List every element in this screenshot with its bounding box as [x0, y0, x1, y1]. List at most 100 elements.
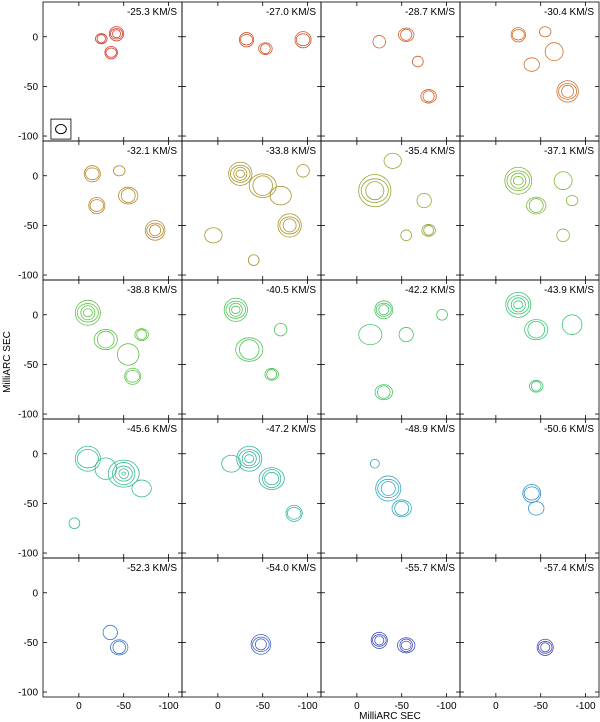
y-tick-label: 0: [32, 449, 38, 460]
contour-level: [89, 199, 105, 212]
y-tick-label: -100: [18, 410, 38, 421]
contour-level: [397, 637, 416, 654]
contour-group: [83, 165, 166, 241]
x-tick-label: -50: [116, 701, 131, 712]
contour-level: [377, 478, 400, 499]
contour-level: [380, 481, 396, 496]
contour-level: [264, 368, 279, 381]
contour-level: [374, 384, 393, 401]
contour-level: [247, 254, 260, 266]
y-tick-label: -50: [24, 360, 39, 371]
contour-level: [295, 33, 311, 47]
contour-level: [258, 467, 285, 490]
x-tick-label: -50: [255, 701, 270, 712]
x-tick-label: -100: [576, 701, 596, 712]
y-tick-label: 0: [32, 588, 38, 599]
contour-level: [235, 337, 264, 362]
x-tick-label: -100: [159, 701, 179, 712]
contour-level: [241, 451, 257, 467]
panel-frame: [42, 140, 183, 281]
y-tick-label: -50: [24, 638, 39, 649]
velocity-label: -57.4 KM/S: [544, 563, 594, 574]
contour-level: [423, 225, 434, 236]
contour-level: [110, 639, 129, 656]
velocity-label: -35.4 KM/S: [405, 146, 455, 157]
contour-level: [107, 459, 140, 488]
y-axis-label: MilliARC SEC: [2, 331, 13, 393]
channel-panel: -40.5 KM/S: [181, 279, 322, 420]
contour-level: [553, 171, 573, 191]
velocity-label: -37.1 KM/S: [544, 146, 594, 157]
contour-level: [436, 308, 448, 321]
contour-level: [399, 638, 413, 653]
panel-frame: [320, 140, 461, 281]
contour-level: [365, 181, 385, 201]
contour-level: [114, 465, 133, 482]
x-tick-label: -50: [533, 701, 548, 712]
contour-level: [235, 169, 245, 178]
contour-level: [120, 188, 136, 204]
channel-panel: -30.4 KM/S: [459, 1, 600, 142]
contour-level: [537, 641, 553, 654]
contour-level: [282, 218, 297, 233]
contour-level: [238, 32, 255, 48]
x-tick-label: 0: [493, 701, 499, 712]
contour-level: [236, 445, 263, 472]
panel-frame: [181, 279, 322, 420]
channel-panel: -25.3 KM/S 0 -50 -100: [18, 1, 183, 143]
contour-level: [68, 517, 81, 530]
contour-level: [507, 295, 530, 315]
contour-level: [369, 458, 380, 469]
velocity-label: -40.5 KM/S: [266, 285, 316, 296]
contour-level: [124, 367, 142, 385]
contour-level: [112, 29, 121, 39]
contour-level: [76, 449, 99, 469]
velocity-label: -27.0 KM/S: [266, 7, 316, 18]
contour-level: [117, 343, 140, 366]
contour-group: [95, 26, 125, 60]
velocity-label: -48.9 KM/S: [405, 424, 455, 435]
contour-group: [505, 291, 583, 393]
contour-group: [358, 300, 448, 401]
contour-level: [254, 638, 267, 651]
channel-panel: -57.4 KM/S 0 -50 -100: [459, 557, 600, 712]
contour-level: [372, 634, 387, 647]
contour-level: [228, 161, 253, 186]
velocity-label: -50.6 KM/S: [544, 424, 594, 435]
contour-level: [221, 454, 242, 473]
contour-level: [378, 304, 390, 316]
panel-frame: [42, 279, 183, 420]
contour-level: [377, 385, 391, 399]
velocity-label: -33.8 KM/S: [266, 146, 316, 157]
contour-level: [104, 45, 118, 60]
contour-level: [285, 504, 303, 522]
channel-panel: -45.6 KM/S 0 -50 -100: [18, 418, 183, 560]
contour-level: [556, 80, 579, 103]
contour-level: [360, 178, 389, 203]
channel-panel: -54.0 KM/S 0 -50 -100: [181, 557, 322, 712]
contour-level: [510, 27, 526, 43]
contour-group: [102, 624, 129, 656]
contour-level: [510, 172, 527, 189]
contour-level: [556, 228, 570, 242]
contour-level: [105, 47, 117, 58]
panel-frame: [181, 140, 322, 281]
contour-group: [510, 26, 579, 103]
channel-panel: -47.2 KM/S: [181, 418, 322, 559]
panel-frame: [42, 557, 183, 698]
channel-panel: -37.1 KM/S: [459, 140, 600, 281]
contour-level: [244, 454, 255, 464]
channel-panel: -33.8 KM/S: [181, 140, 322, 281]
channel-panel: -38.8 KM/S 0 -50 -100: [18, 279, 183, 421]
y-tick-label: 0: [32, 32, 38, 43]
contour-level: [74, 445, 101, 472]
contour-level: [400, 229, 412, 242]
contour-level: [108, 26, 125, 42]
panel-frame: [181, 557, 322, 698]
contour-group: [504, 166, 579, 242]
contour-group: [370, 631, 416, 654]
contour-level: [412, 55, 424, 68]
contour-level: [398, 27, 415, 42]
contour-level: [420, 89, 437, 104]
contour-level: [294, 31, 312, 49]
